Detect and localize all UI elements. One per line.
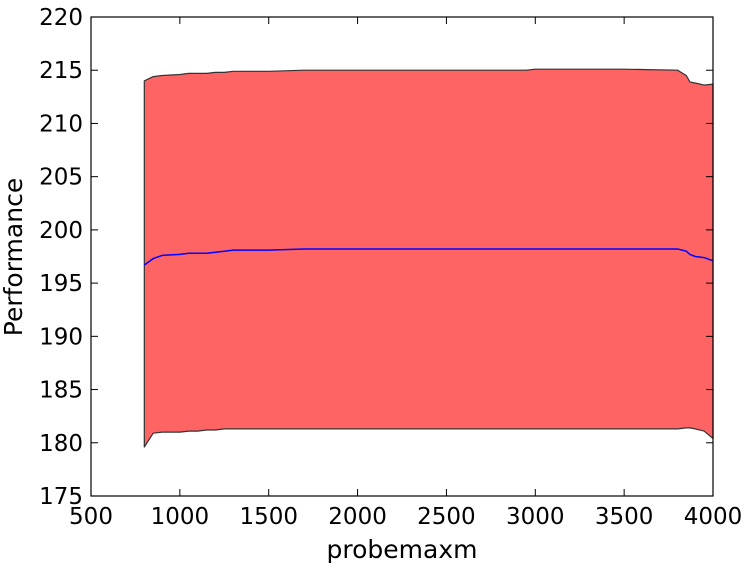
x-tick-label-3500: 3500	[595, 504, 654, 530]
y-tick-label-215: 215	[39, 58, 83, 84]
y-tick-label-205: 205	[39, 165, 83, 191]
y-tick-label-190: 190	[39, 324, 83, 350]
y-tick-label-210: 210	[39, 111, 83, 137]
y-tick-label-195: 195	[39, 271, 83, 297]
y-tick-label-220: 220	[39, 5, 83, 31]
x-tick-label-1500: 1500	[239, 504, 298, 530]
x-tick-label-2000: 2000	[328, 504, 387, 530]
x-tick-label-500: 500	[69, 504, 113, 530]
y-tick-label-200: 200	[39, 218, 83, 244]
x-tick-label-2500: 2500	[417, 504, 476, 530]
plot-frame	[90, 16, 714, 497]
x-tick-label-4000: 4000	[684, 504, 743, 530]
y-axis-label: Performance	[0, 178, 28, 336]
x-tick-label-3000: 3000	[506, 504, 565, 530]
y-tick-label-180: 180	[39, 431, 83, 457]
series-0-line	[143, 248, 714, 266]
x-axis-label: probemaxm	[327, 535, 478, 564]
x-tick-label-1000: 1000	[151, 504, 210, 530]
plot-area	[143, 68, 714, 448]
axes: 500 1000 1500 2000 2500 3000 3500 4000 175 180 185…	[39, 5, 742, 530]
y-tick-label-185: 185	[39, 378, 83, 404]
series-0-band	[143, 68, 714, 448]
y-tick-label-175: 175	[39, 484, 83, 510]
axis-labels: probemaxm Performance	[0, 178, 477, 564]
